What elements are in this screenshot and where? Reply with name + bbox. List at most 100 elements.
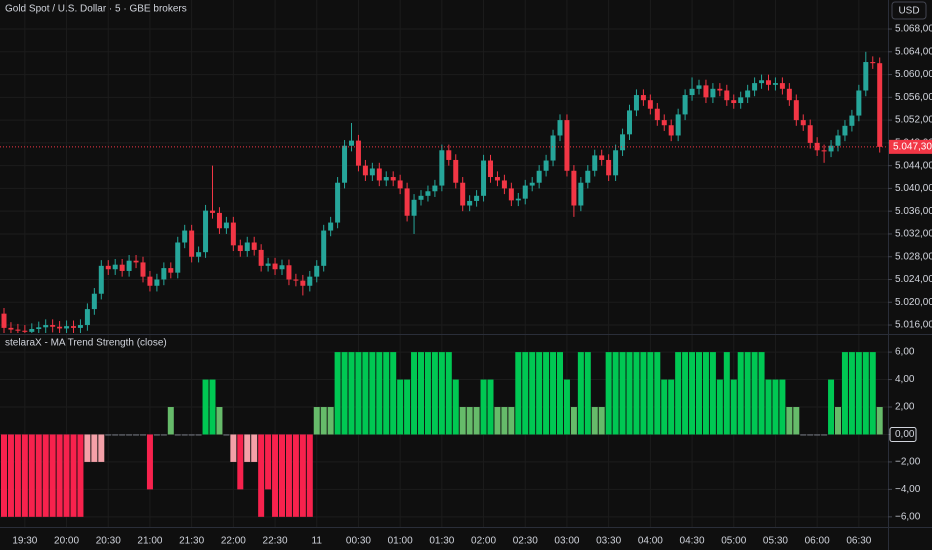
y-tick-label: 5.056,00 [895,92,932,103]
bar [35,434,42,517]
candle-body [738,97,744,104]
bar [56,434,63,517]
x-tick-label: 20:00 [54,536,79,547]
bar [251,434,258,462]
x-tick-label: 02:00 [471,536,496,547]
candle-body [77,325,83,328]
bar [230,434,237,462]
bar [112,434,119,436]
candle-body [647,100,653,109]
y-tick-label: −6,00 [895,511,921,522]
bar [758,352,765,435]
candle-body [22,330,28,332]
candle-body [355,140,361,166]
bar [244,434,251,462]
candle-body [724,90,730,101]
zero-label-box [889,426,917,442]
candle-body [321,230,327,266]
last-price-label: 5.047,30 [893,142,932,153]
candle-body [508,188,514,201]
bar [814,434,821,436]
candle-body [397,180,403,189]
bar [793,407,800,435]
bar [529,352,536,435]
bar [237,434,244,490]
candle-body [814,142,820,151]
bar [612,352,619,435]
bar [105,434,112,436]
candle-body [543,160,549,171]
y-tick-label: −4,00 [895,484,921,495]
bar [42,434,49,517]
candle-body [474,195,480,201]
candle-body [182,230,188,243]
bar [737,352,744,435]
candle-body [522,185,528,199]
candle-body [418,195,424,200]
bar [522,352,529,435]
bar [494,407,501,435]
candle-body [870,62,876,64]
bar [459,407,466,435]
x-tick-label: 05:00 [721,536,746,547]
bar [661,379,668,435]
bar [848,352,855,435]
bar [369,352,376,435]
candle-body [147,276,153,286]
chart-title: Gold Spot / U.S. Dollar · 5 · GBE broker… [5,4,187,15]
bar [466,407,473,435]
candle-body [376,168,382,181]
bar [605,352,612,435]
candle-body [119,264,125,271]
bar [70,434,77,517]
candle-body [786,88,792,101]
bar [188,434,195,436]
candle-body [842,125,848,136]
candle-body [710,88,716,98]
currency-box[interactable] [891,1,927,20]
candle-body [84,309,90,326]
candle-body [133,260,139,263]
bar [577,352,584,435]
bar [876,407,883,435]
candle-body [328,222,334,231]
candle-body [36,327,42,330]
candle-body [745,90,751,98]
candle-body [793,100,799,121]
bar [320,407,327,435]
y-tick-label: 5.064,00 [895,46,932,57]
currency[interactable]: USD [898,6,919,17]
bar [376,352,383,435]
last-price-box [889,139,932,154]
x-tick-label: 04:30 [680,536,705,547]
candle-body [453,159,459,183]
candle-body [613,150,619,176]
candle-body [425,191,431,196]
bar [702,352,709,435]
bar [772,379,779,435]
candle-body [168,268,174,273]
bar [77,434,84,517]
candle-body [654,108,660,121]
y-tick-label: 5.028,00 [895,251,932,262]
candle-body [640,95,646,101]
bar [821,434,828,436]
bar [126,434,133,436]
candle-body [98,265,104,294]
bar [438,352,445,435]
candle-body [606,159,612,176]
candle-body [550,135,556,161]
candle-body [216,212,222,229]
candle-body [752,83,758,91]
candle-body [592,155,598,171]
candle-body [849,115,855,126]
bar [640,352,647,435]
bar [14,434,21,517]
bar [633,352,640,435]
y-tick-label: 6,00 [895,347,915,358]
y-tick-label: 5.020,00 [895,297,932,308]
bar [195,434,202,436]
candle-body [404,188,410,216]
y-tick-label: 5.068,00 [895,24,932,35]
